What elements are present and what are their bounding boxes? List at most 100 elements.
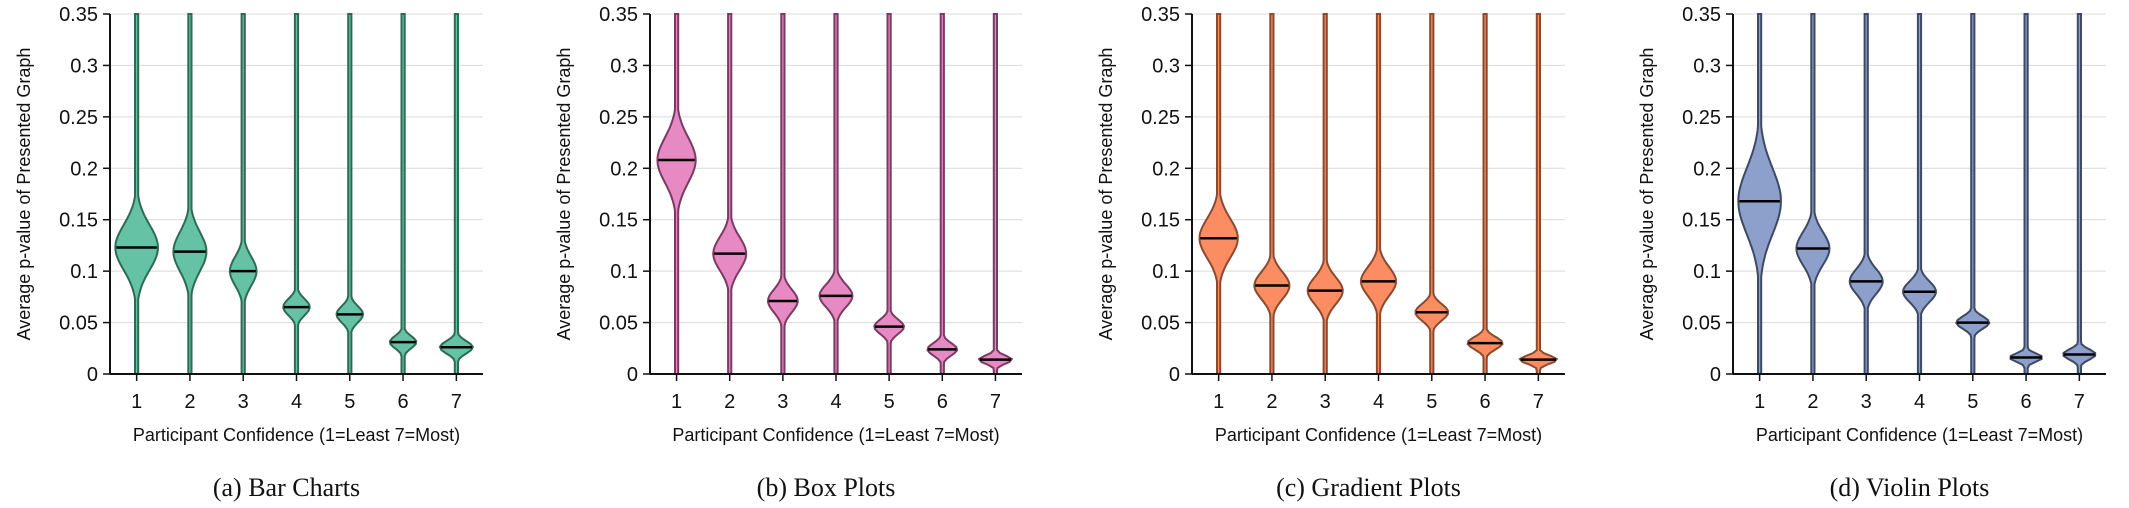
- chart-panel-3: 0 0.05 0.1 0.15 0.2 0.25 0.3 0.35 1 2 3 4 5 6 7 Partici…: [1096, 4, 1565, 502]
- x-tick-label: 5: [1426, 391, 1437, 413]
- x-tick-label: 1: [671, 391, 682, 413]
- y-tick-label: 0.05: [599, 313, 638, 335]
- x-tick-label: 7: [1533, 391, 1544, 413]
- y-tick-label: 0.1: [70, 261, 98, 283]
- violin-3: [1848, 13, 1884, 375]
- violin-2: [1253, 13, 1291, 375]
- violin-7: [2062, 13, 2097, 375]
- violin-4: [1359, 13, 1398, 375]
- x-tick-label: 3: [777, 391, 788, 413]
- x-tick-label: 2: [1266, 391, 1277, 413]
- x-tick-label: 6: [398, 391, 409, 413]
- violin-2: [1795, 13, 1831, 375]
- x-tick-label: 1: [131, 391, 142, 413]
- x-axis-label: Participant Confidence (1=Least 7=Most): [672, 425, 999, 445]
- panel-caption: (d) Violin Plots: [1830, 473, 1990, 502]
- x-axis-label: Participant Confidence (1=Least 7=Most): [133, 425, 460, 445]
- x-tick-label: 7: [2074, 391, 2085, 413]
- y-axis-label: Average p-value of Presented Graph: [14, 48, 34, 341]
- y-tick-label: 0: [627, 364, 638, 386]
- panel-caption: (a) Bar Charts: [213, 473, 360, 502]
- x-tick-label: 6: [937, 391, 948, 413]
- violin-7: [977, 13, 1014, 375]
- y-tick-label: 0: [1710, 364, 1721, 386]
- y-tick-label: 0.15: [1682, 210, 1721, 232]
- violin-4: [1902, 13, 1937, 375]
- violin-2: [172, 13, 208, 375]
- y-tick-label: 0.35: [1141, 4, 1180, 26]
- y-tick-label: 0.15: [1141, 210, 1180, 232]
- y-tick-label: 0.35: [59, 4, 98, 26]
- x-tick-label: 7: [990, 391, 1001, 413]
- y-tick-label: 0.3: [70, 55, 98, 77]
- violin-3: [1306, 13, 1344, 375]
- y-tick-label: 0.25: [1682, 107, 1721, 129]
- x-tick-label: 7: [451, 391, 462, 413]
- x-tick-label: 5: [344, 391, 355, 413]
- x-tick-label: 4: [1914, 391, 1925, 413]
- x-tick-label: 2: [184, 391, 195, 413]
- y-tick-label: 0.3: [1693, 55, 1721, 77]
- violin-7: [438, 13, 475, 375]
- y-tick-label: 0.2: [1152, 158, 1180, 180]
- x-tick-label: 6: [2021, 391, 2032, 413]
- y-tick-label: 0.1: [1152, 261, 1180, 283]
- chart-panel-2: 0 0.05 0.1 0.15 0.2 0.25 0.3 0.35 1 2 3 4 5 6 7 Partici…: [554, 4, 1022, 502]
- y-tick-label: 0.05: [1682, 313, 1721, 335]
- x-tick-label: 2: [1807, 391, 1818, 413]
- y-tick-label: 0.3: [1152, 55, 1180, 77]
- violin-3: [228, 13, 258, 375]
- violin-4: [282, 13, 311, 375]
- y-tick-label: 0.25: [59, 107, 98, 129]
- y-tick-label: 0.35: [1682, 4, 1721, 26]
- violin-1: [1737, 13, 1782, 375]
- x-tick-label: 1: [1213, 391, 1224, 413]
- y-tick-label: 0.25: [599, 107, 638, 129]
- x-tick-label: 5: [884, 391, 895, 413]
- panel-caption: (c) Gradient Plots: [1276, 473, 1461, 502]
- y-tick-label: 0: [1169, 364, 1180, 386]
- y-tick-label: 0.1: [1693, 261, 1721, 283]
- violin-7: [1518, 13, 1559, 375]
- violin-5: [335, 13, 365, 375]
- chart-panel-1: 0 0.05 0.1 0.15 0.2 0.25 0.3 0.35 1 2 3 4 5 6 7 Partici…: [14, 4, 483, 502]
- violin-5: [1955, 13, 1991, 375]
- violin-3: [766, 13, 799, 375]
- y-tick-label: 0: [87, 364, 98, 386]
- y-tick-label: 0.2: [610, 158, 638, 180]
- violin-1: [656, 13, 697, 375]
- x-tick-label: 4: [291, 391, 302, 413]
- violin-6: [1466, 13, 1504, 375]
- y-tick-label: 0.15: [59, 210, 98, 232]
- y-tick-label: 0.2: [1693, 158, 1721, 180]
- x-tick-label: 6: [1480, 391, 1491, 413]
- x-tick-label: 1: [1754, 391, 1765, 413]
- violin-4: [818, 13, 854, 375]
- violin-2: [712, 13, 748, 375]
- violin-5: [1414, 13, 1450, 375]
- x-tick-label: 3: [238, 391, 249, 413]
- panel-caption: (b) Box Plots: [757, 473, 896, 502]
- x-tick-label: 5: [1967, 391, 1978, 413]
- x-tick-label: 3: [1861, 391, 1872, 413]
- violin-1: [114, 13, 160, 375]
- x-tick-label: 3: [1320, 391, 1331, 413]
- y-tick-label: 0.2: [70, 158, 98, 180]
- y-tick-label: 0.25: [1141, 107, 1180, 129]
- violin-6: [2009, 13, 2043, 375]
- y-tick-label: 0.1: [610, 261, 638, 283]
- y-tick-label: 0.05: [1141, 313, 1180, 335]
- violin-1: [1198, 13, 1239, 375]
- y-tick-label: 0.3: [610, 55, 638, 77]
- y-tick-label: 0.35: [599, 4, 638, 26]
- x-tick-label: 4: [830, 391, 841, 413]
- x-axis-label: Participant Confidence (1=Least 7=Most): [1215, 425, 1542, 445]
- violin-6: [388, 13, 418, 375]
- chart-panel-4: 0 0.05 0.1 0.15 0.2 0.25 0.3 0.35 1 2 3 4 5 6 7 Partici…: [1637, 4, 2106, 502]
- y-tick-label: 0.15: [599, 210, 638, 232]
- y-axis-label: Average p-value of Presented Graph: [1096, 48, 1116, 341]
- y-tick-label: 0.05: [59, 313, 98, 335]
- y-axis-label: Average p-value of Presented Graph: [554, 48, 574, 341]
- x-tick-label: 4: [1373, 391, 1384, 413]
